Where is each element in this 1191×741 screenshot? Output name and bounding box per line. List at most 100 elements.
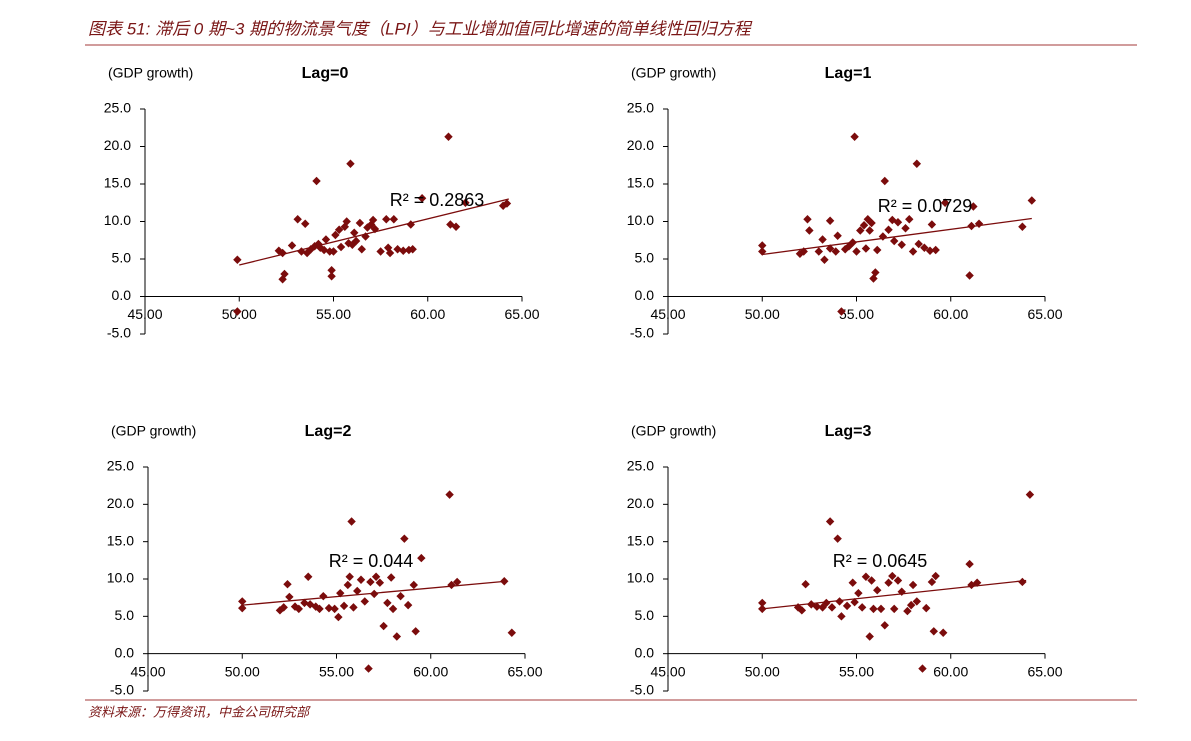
data-point — [368, 215, 378, 225]
data-point — [340, 222, 350, 231]
data-point — [867, 218, 876, 228]
data-point — [908, 247, 918, 256]
data-point — [837, 307, 846, 316]
data-point — [319, 591, 328, 601]
data-point — [294, 604, 303, 614]
data-point — [965, 271, 974, 280]
page-title: 图表 51: 滞后 0 期~3 期的物流景气度（LPI）与工业增加值同比增速的简… — [88, 19, 753, 38]
chart-title: Lag=2 — [305, 423, 352, 440]
y-tick-label: -5.0 — [630, 325, 654, 341]
data-point — [406, 220, 415, 229]
data-point — [375, 578, 385, 587]
data-point — [447, 580, 456, 590]
data-point — [897, 240, 906, 249]
data-point — [844, 242, 854, 251]
data-point — [893, 576, 903, 585]
data-point — [865, 632, 874, 641]
data-point — [389, 215, 399, 224]
data-point — [361, 232, 370, 241]
data-point — [863, 215, 873, 224]
data-point — [417, 553, 426, 563]
data-point — [451, 222, 461, 231]
data-point — [859, 221, 869, 230]
data-point — [825, 244, 835, 253]
data-point — [386, 573, 396, 582]
x-tick-label: 65.00 — [507, 663, 542, 679]
data-point — [376, 247, 385, 256]
data-point — [827, 603, 837, 612]
data-point — [233, 255, 242, 264]
data-point — [353, 586, 362, 596]
data-point — [408, 245, 417, 254]
data-point — [890, 236, 899, 246]
data-point — [417, 194, 427, 203]
chart-title: Lag=3 — [825, 423, 872, 440]
data-point — [311, 602, 320, 611]
data-point — [327, 266, 336, 275]
data-point — [912, 159, 922, 168]
data-point — [922, 603, 931, 613]
data-point — [805, 226, 814, 235]
data-point — [274, 246, 284, 255]
data-point — [797, 606, 807, 615]
trend-line — [762, 217, 1032, 256]
data-point — [385, 248, 395, 258]
data-point — [336, 588, 345, 598]
data-point — [818, 603, 827, 612]
data-point — [382, 215, 391, 224]
data-point — [400, 534, 409, 543]
data-point — [355, 218, 365, 228]
data-point — [876, 604, 886, 614]
y-tick-label: 0.0 — [115, 644, 135, 660]
data-point — [502, 199, 512, 208]
y-tick-label: 15.0 — [627, 532, 654, 548]
data-point — [351, 236, 361, 246]
data-point — [278, 275, 287, 284]
data-point — [857, 603, 867, 612]
data-point — [835, 597, 844, 606]
data-point — [837, 612, 846, 621]
data-point — [869, 604, 878, 614]
data-point — [854, 588, 863, 598]
data-point — [931, 245, 940, 255]
data-point — [795, 249, 805, 258]
y-tick-label: 15.0 — [627, 175, 654, 191]
y-tick-label: 10.0 — [627, 570, 654, 586]
data-point — [927, 577, 937, 587]
r-squared-annotation: R² = 0.2863 — [390, 190, 485, 210]
data-point — [758, 604, 767, 614]
x-tick-label: 50.00 — [745, 663, 780, 679]
data-point — [848, 578, 857, 587]
data-point — [852, 247, 861, 256]
data-point — [850, 132, 859, 141]
data-point — [818, 235, 827, 244]
data-point — [888, 571, 897, 581]
y-tick-label: 15.0 — [107, 532, 134, 548]
data-point — [905, 215, 914, 224]
data-point — [330, 604, 339, 614]
data-point — [370, 224, 380, 234]
y-tick-label: 0.0 — [635, 287, 655, 303]
data-point — [345, 572, 354, 581]
data-point — [884, 225, 893, 234]
data-point — [383, 598, 392, 608]
data-point — [940, 198, 950, 207]
data-point — [344, 239, 353, 248]
y-axis-label: (GDP growth) — [111, 423, 196, 439]
data-point — [880, 621, 889, 630]
data-point — [912, 597, 922, 606]
data-point — [301, 219, 310, 228]
x-tick-label: 45.00 — [650, 663, 685, 679]
data-point — [452, 577, 462, 587]
chart-title: Lag=1 — [825, 65, 872, 82]
data-point — [893, 218, 903, 227]
trend-line — [762, 579, 1027, 610]
data-point — [867, 576, 876, 585]
x-tick-label: 60.00 — [933, 663, 968, 679]
data-point — [833, 231, 842, 240]
trend-line — [239, 198, 509, 266]
data-point — [803, 215, 812, 224]
data-point — [342, 217, 351, 226]
data-point — [327, 272, 336, 281]
